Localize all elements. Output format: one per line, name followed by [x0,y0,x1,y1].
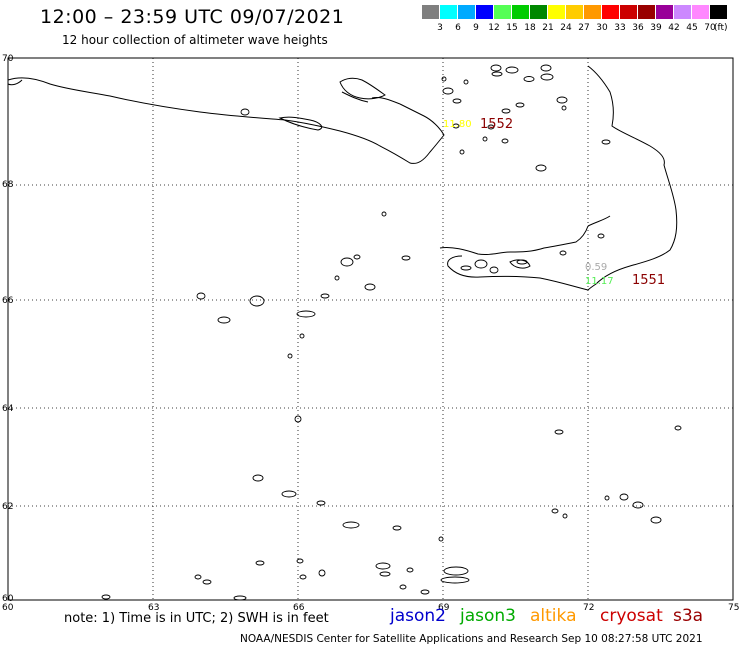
colorbar-tick-label: 42 [668,23,680,33]
map-frame [7,57,734,601]
colorbar-swatch [674,5,691,19]
colorbar-swatch [440,5,457,19]
lon-label-69: 69 [438,603,450,613]
swh-value-label: 11.17 [585,276,614,287]
colorbar-swatch [422,5,439,19]
swh-value-label: 11.80 [443,119,472,130]
lat-label-66: 66 [2,296,14,306]
colorbar-unit-label: (ft) [714,23,728,33]
colorbar-tick-label: 21 [542,23,554,33]
colorbar-tick-label: 24 [560,23,572,33]
colorbar-swatch [638,5,655,19]
colorbar-swatch [566,5,583,19]
colorbar-swatch [602,5,619,19]
colorbar-tick-label: 33 [614,23,626,33]
track-number-label: 1551 [632,273,665,288]
colorbar-tick-label: 9 [473,23,479,33]
colorbar-tick-label: 27 [578,23,590,33]
colorbar-swatch [494,5,511,19]
satellite-legend-altika: altika [530,606,577,626]
map-gridlines [8,58,733,600]
satellite-legend-jason3: jason3 [460,606,516,626]
colorbar-swatch [476,5,493,19]
lat-label-70: 70 [2,54,14,64]
colorbar-swatch [710,5,727,19]
map-subtitle: 12 hour collection of altimeter wave hei… [62,33,328,47]
satellite-legend-jason2: jason2 [390,606,446,626]
colorbar-swatch [620,5,637,19]
lat-label-64: 64 [2,404,14,414]
lat-label-68: 68 [2,180,14,190]
map-title: 12:00 – 23:59 UTC 09/07/2021 [40,6,345,28]
colorbar-tick-label: 70 [704,23,716,33]
colorbar-tick-label: 15 [506,23,518,33]
track-number-label: 1552 [480,117,513,132]
lon-label-75: 75 [728,603,739,613]
colorbar-swatch [584,5,601,19]
colorbar-tick-label: 6 [455,23,461,33]
swh-value-label: 0.59 [585,262,607,273]
lon-label-72: 72 [583,603,594,613]
colorbar-tick-label: 36 [632,23,644,33]
credit-line: NOAA/NESDIS Center for Satellite Applica… [240,633,703,645]
colorbar-tick-label: 30 [596,23,608,33]
colorbar-swatch [458,5,475,19]
lon-label-66: 66 [293,603,305,613]
colorbar-tick-label: 45 [686,23,698,33]
satellite-legend-s3a: s3a [673,606,704,626]
island-contours [101,64,682,601]
lon-label-63: 63 [148,603,159,613]
satellite-legend-cryosat: cryosat [600,606,663,626]
colorbar-tick-label: 12 [488,23,500,33]
coastline [7,65,678,291]
colorbar-swatch [548,5,565,19]
colorbar-swatch [692,5,709,19]
colorbar-tick-label: 18 [524,23,536,33]
colorbar-swatch [656,5,673,19]
colorbar-swatch [512,5,529,19]
colorbar-swatch [530,5,547,19]
lat-label-60: 60 [2,594,14,604]
footer-note: note: 1) Time is in UTC; 2) SWH is in fe… [64,611,329,626]
colorbar-tick-label: 39 [650,23,662,33]
lat-label-62: 62 [2,502,13,512]
colorbar-tick-label: 3 [437,23,443,33]
lon-label-60: 60 [2,603,14,613]
